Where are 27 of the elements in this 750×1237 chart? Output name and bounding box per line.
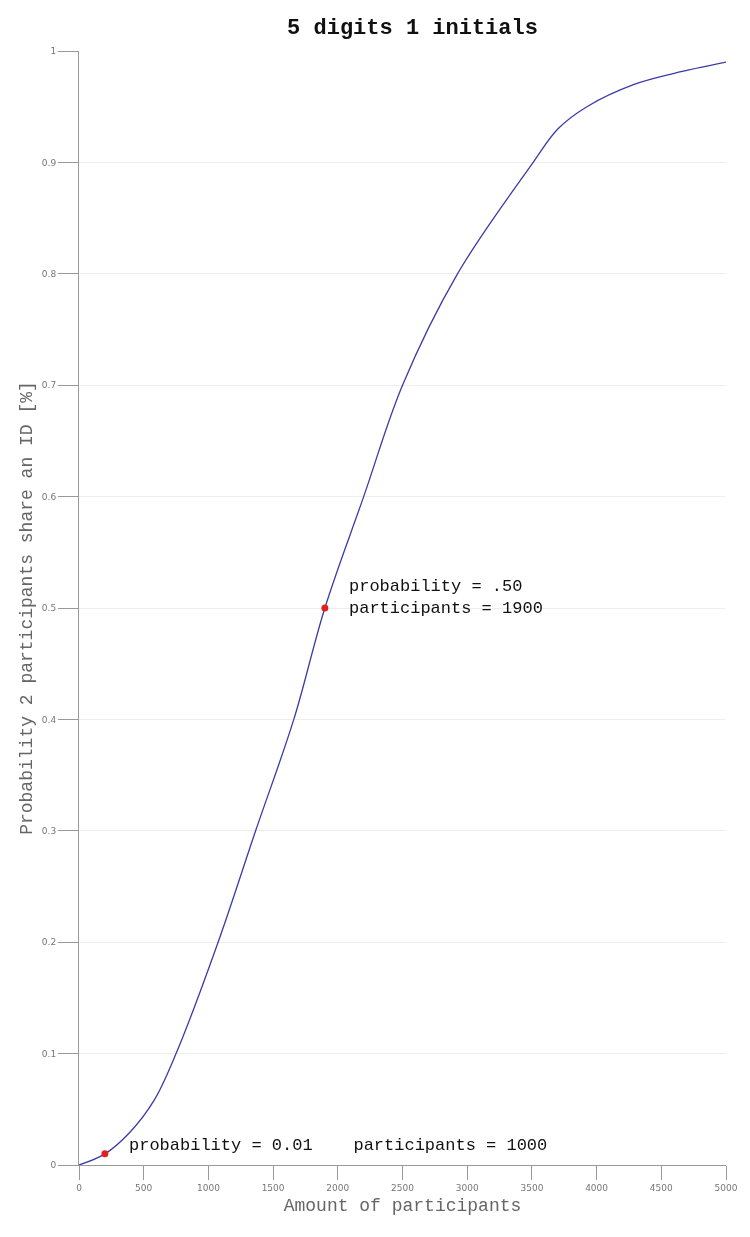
y-axis-title: Probability 2 participants share an ID [%]: [17, 381, 38, 835]
x-tick-label: 2000: [326, 1182, 350, 1193]
annotation: probability = .50 participants = 1900: [349, 577, 543, 619]
x-tick-label: 500: [135, 1182, 153, 1193]
y-tick-label: 0.3: [41, 825, 57, 836]
y-tick-label: 0.1: [41, 1048, 57, 1059]
x-tick-label: 1500: [261, 1182, 285, 1193]
x-tick-label: 3000: [455, 1182, 479, 1193]
y-tick-label: 0.8: [41, 268, 57, 279]
x-tick-label: 0: [76, 1182, 83, 1193]
x-tick-label: 4000: [585, 1182, 609, 1193]
annotation: probability = 0.01 participants = 1000: [129, 1136, 548, 1155]
y-tick-label: 0: [50, 1160, 57, 1171]
y-tick-label: 0.6: [41, 491, 57, 502]
y-tick-label: 0.9: [41, 157, 57, 168]
y-tick-label: 0.5: [41, 603, 57, 614]
chart-title: 5 digits 1 initials: [287, 15, 538, 41]
x-tick-label: 1000: [196, 1182, 221, 1193]
x-axis-title: Amount of participants: [283, 1195, 522, 1216]
y-tick-label: 1: [50, 46, 57, 57]
y-tick-label: 0.7: [41, 380, 57, 391]
y-tick-label: 0.4: [41, 714, 57, 725]
x-tick-label: 4500: [649, 1182, 674, 1193]
y-tick-label: 0.2: [41, 937, 57, 948]
x-tick-label: 2500: [391, 1182, 415, 1193]
x-tick-label: 5000: [714, 1182, 738, 1193]
x-tick-label: 3500: [520, 1182, 544, 1193]
